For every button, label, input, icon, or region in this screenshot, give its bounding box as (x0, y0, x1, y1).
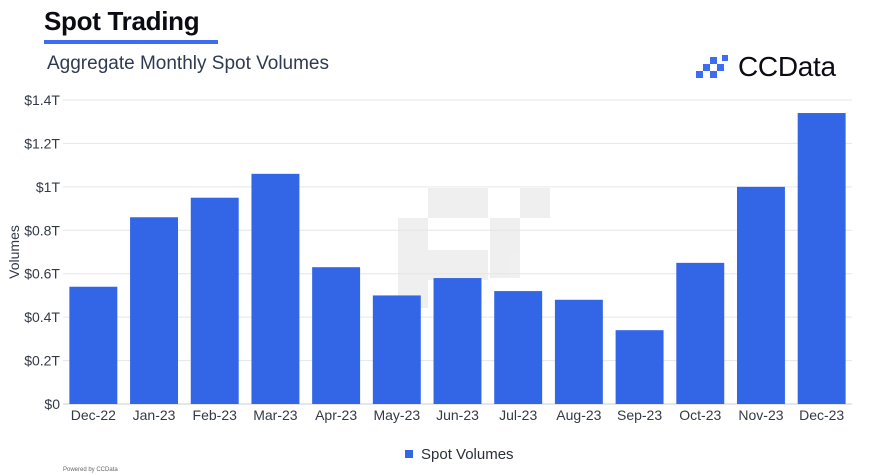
x-tick-label: Jul-23 (499, 407, 537, 423)
y-tick-label: $1.4T (24, 92, 60, 108)
y-tick-label: $0.6T (24, 266, 60, 282)
x-tick-label: May-23 (373, 407, 420, 423)
x-tick-label: Jun-23 (436, 407, 479, 423)
bar-may-23 (372, 295, 421, 404)
x-tick-label: Mar-23 (253, 407, 298, 423)
brand-logo: CCData (694, 50, 836, 84)
chart-subtitle: Aggregate Monthly Spot Volumes (47, 53, 330, 74)
bars (69, 113, 846, 405)
x-tick-label: Nov-23 (738, 407, 783, 423)
y-tick-label: $0.2T (24, 353, 60, 369)
brand-name: CCData (738, 51, 836, 82)
legend-swatch (405, 450, 413, 458)
x-tick-label: Jan-23 (133, 407, 176, 423)
x-tick-label: Dec-23 (799, 407, 844, 423)
y-axis-ticks: $0 $0.2T $0.4T $0.6T $0.8T $1T $1.2T $1.4T (24, 92, 60, 412)
y-tick-label: $0.8T (24, 222, 60, 238)
bar-feb-23 (190, 197, 239, 404)
y-axis-label: Volumes (6, 225, 22, 279)
bar-jan-23 (130, 217, 179, 404)
watermark-icon (398, 188, 550, 308)
y-tick-label: $1.2T (24, 135, 60, 151)
bar-sep-23 (615, 330, 664, 404)
bar-jul-23 (494, 291, 543, 404)
x-axis-ticks: Dec-22 Jan-23 Feb-23 Mar-23 Apr-23 May-23 Jun-… (71, 407, 845, 423)
legend: Spot Volumes (405, 446, 514, 463)
title-underline (44, 40, 218, 44)
legend-label: Spot Volumes (421, 446, 514, 463)
bar-oct-23 (676, 262, 725, 404)
chart-title: Spot Trading (44, 6, 200, 36)
ccdata-logo-icon (696, 55, 728, 78)
x-tick-label: Apr-23 (315, 407, 357, 423)
y-tick-label: $0.4T (24, 309, 60, 325)
footer-note: Powered by CCData (63, 467, 118, 473)
bar-aug-23 (554, 299, 603, 404)
bar-nov-23 (736, 186, 785, 404)
y-tick-label: $0 (44, 396, 60, 412)
bar-apr-23 (312, 267, 361, 404)
x-tick-label: Sep-23 (617, 407, 662, 423)
x-tick-label: Oct-23 (679, 407, 721, 423)
y-tick-label: $1T (36, 179, 61, 195)
bar-jun-23 (433, 278, 482, 404)
bar-mar-23 (251, 173, 300, 404)
bar-dec-23 (797, 113, 846, 405)
x-tick-label: Feb-23 (193, 407, 238, 423)
x-tick-label: Aug-23 (556, 407, 601, 423)
x-tick-label: Dec-22 (71, 407, 116, 423)
bar-dec-22 (69, 286, 118, 404)
